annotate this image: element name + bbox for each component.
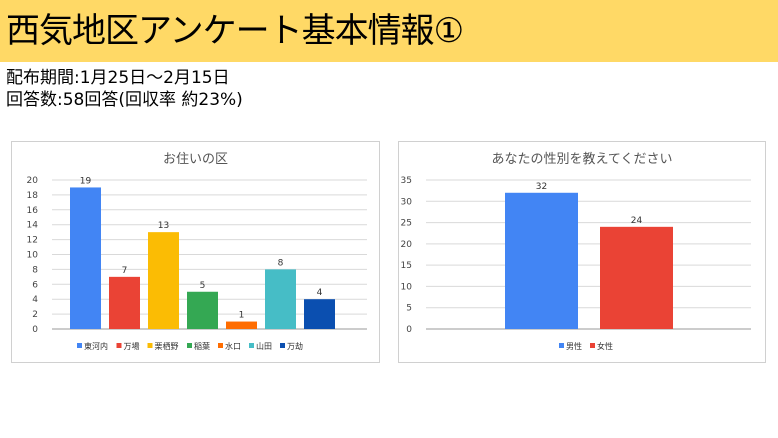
y-tick-label: 4 (32, 295, 38, 305)
data-label: 5 (200, 281, 206, 291)
legend-label: 稲葉 (194, 341, 210, 351)
legend-swatch (116, 343, 122, 348)
y-tick-label: 2 (32, 310, 38, 320)
legend-label: 東河内 (84, 341, 108, 351)
data-label: 7 (122, 266, 128, 276)
data-label: 19 (80, 176, 92, 186)
legend-swatch (147, 343, 153, 348)
bar-男性 (505, 192, 578, 329)
legend-swatch (77, 343, 82, 348)
y-tick-label: 0 (32, 325, 38, 335)
data-label: 13 (158, 221, 169, 231)
data-label: 24 (631, 216, 643, 226)
data-label: 4 (317, 288, 323, 298)
legend-label: 山田 (256, 341, 272, 351)
legend-swatch (590, 343, 595, 348)
legend-label: 男性 (566, 341, 582, 351)
chart-title: お住いの区 (163, 152, 228, 167)
bar-稲葉 (187, 291, 218, 329)
distribution-period: 配布期間:1月25日～2月15日 (6, 68, 230, 88)
y-tick-label: 18 (27, 191, 39, 201)
chart-title: あなたの性別を教えてください (492, 151, 673, 167)
gender-chart-svg: あなたの性別を教えてください 0 5 10 15 20 25 30 35 32 24 男性 女性 (401, 151, 751, 351)
y-tick-label: 25 (401, 219, 412, 229)
response-count: 回答数:58回答(回収率 約23%) (6, 90, 243, 110)
gender-chart: あなたの性別を教えてください 0 5 10 15 20 25 30 35 32 24 男性 女性 (398, 141, 766, 363)
y-tick-label: 5 (406, 304, 412, 314)
y-tick-label: 20 (401, 240, 413, 250)
y-tick-label: 35 (401, 176, 412, 186)
bar-万劫 (304, 299, 335, 329)
data-label: 8 (278, 258, 284, 268)
legend-label: 万場 (124, 341, 140, 351)
legend-label: 万劫 (287, 341, 303, 351)
district-chart: お住いの区 0 2 4 6 8 10 12 14 16 18 20 19 7 13 5 1 8 4 東河内 万場 栗栖野稲… (11, 141, 380, 363)
district-chart-svg: お住いの区02468101214161820 197135184東河内 万場 栗栖野稲… (27, 152, 367, 351)
y-tick-label: 10 (401, 282, 413, 292)
y-tick-label: 15 (401, 261, 412, 271)
legend-swatch (187, 343, 192, 348)
bar-女性 (600, 226, 673, 329)
bar-万場 (109, 276, 140, 329)
legend-label: 栗栖野 (155, 341, 179, 351)
legend-label: 水口 (225, 341, 241, 351)
y-tick-label: 30 (401, 197, 413, 207)
legend-swatch (559, 343, 564, 348)
y-tick-label: 0 (406, 325, 412, 335)
legend-label: 女性 (597, 341, 613, 351)
bar-東河内 (70, 187, 101, 329)
legend-swatch (249, 343, 254, 348)
bar-栗栖野 (148, 232, 179, 329)
bar-山田 (265, 269, 296, 329)
y-tick-label: 12 (27, 236, 38, 246)
y-tick-label: 8 (32, 265, 38, 275)
bar-水口 (226, 321, 257, 329)
y-tick-label: 10 (27, 251, 39, 261)
page-title: 西気地区アンケート基本情報① (6, 11, 464, 51)
y-tick-label: 20 (27, 176, 39, 186)
y-tick-label: 6 (32, 280, 38, 290)
data-label: 32 (536, 182, 547, 192)
y-tick-label: 16 (27, 206, 39, 216)
y-tick-label: 14 (27, 221, 39, 231)
legend-swatch (280, 343, 285, 348)
title-bar: 西気地区アンケート基本情報① (0, 0, 778, 62)
legend-swatch (218, 343, 223, 348)
data-label: 1 (239, 311, 245, 321)
